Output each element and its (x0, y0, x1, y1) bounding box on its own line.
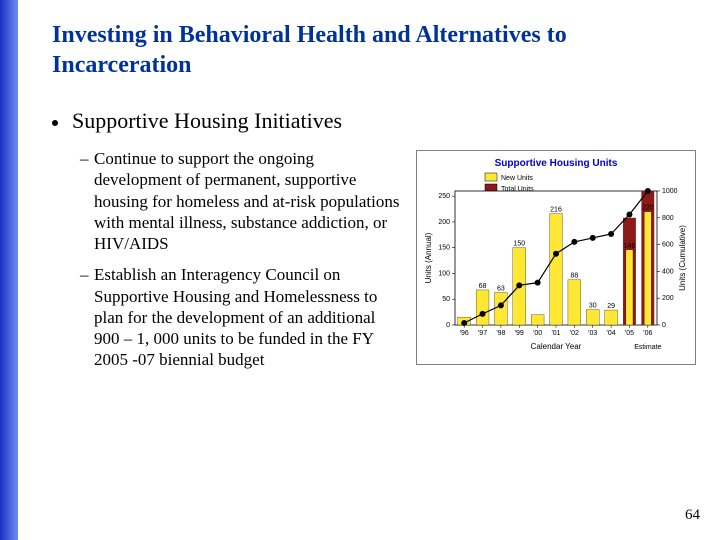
svg-text:1000: 1000 (662, 188, 678, 195)
svg-text:63: 63 (497, 286, 505, 293)
svg-text:'99: '99 (515, 330, 524, 337)
page-number: 64 (685, 507, 700, 524)
svg-text:400: 400 (662, 268, 674, 275)
svg-text:New Units: New Units (501, 175, 533, 182)
sub-bullet: – Establish an Interagency Council on Su… (80, 264, 400, 370)
svg-text:150: 150 (438, 245, 450, 252)
slide-title: Investing in Behavioral Health and Alter… (52, 20, 696, 80)
svg-text:Units (Annual): Units (Annual) (424, 232, 433, 283)
svg-text:800: 800 (662, 215, 674, 222)
dash-icon: – (80, 264, 94, 285)
svg-text:88: 88 (570, 273, 578, 280)
svg-text:600: 600 (662, 242, 674, 249)
svg-text:'04: '04 (607, 330, 616, 337)
svg-text:100: 100 (438, 270, 450, 277)
svg-text:29: 29 (607, 303, 615, 310)
sub-bullet-text: Establish an Interagency Council on Supp… (94, 264, 400, 370)
svg-text:146: 146 (624, 243, 636, 250)
svg-text:'01: '01 (551, 330, 560, 337)
svg-text:250: 250 (438, 193, 450, 200)
bullet-text: Supportive Housing Initiatives (72, 108, 342, 134)
sub-bullet-list: – Continue to support the ongoing develo… (52, 148, 406, 381)
svg-text:'06: '06 (643, 330, 652, 337)
svg-text:'05: '05 (625, 330, 634, 337)
side-stripe (0, 0, 18, 540)
svg-text:'96: '96 (460, 330, 469, 337)
svg-text:Calendar Year: Calendar Year (531, 342, 582, 351)
supportive-housing-chart: Supportive Housing UnitsNew UnitsTotal U… (421, 155, 691, 355)
svg-text:'00: '00 (533, 330, 542, 337)
sub-bullet-text: Continue to support the ongoing developm… (94, 148, 400, 254)
svg-text:216: 216 (550, 207, 562, 214)
chart-container: Supportive Housing UnitsNew UnitsTotal U… (416, 150, 696, 365)
svg-text:200: 200 (438, 219, 450, 226)
svg-text:'03: '03 (588, 330, 597, 337)
bullet-dot-icon (52, 120, 58, 126)
sub-bullet: – Continue to support the ongoing develo… (80, 148, 400, 254)
slide-content: Investing in Behavioral Health and Alter… (52, 20, 696, 381)
bullet-level1: Supportive Housing Initiatives (52, 108, 696, 134)
svg-text:68: 68 (479, 283, 487, 290)
svg-text:Units (Cumulative): Units (Cumulative) (678, 225, 687, 291)
svg-text:200: 200 (662, 295, 674, 302)
svg-text:0: 0 (446, 322, 450, 329)
subcontent-row: – Continue to support the ongoing develo… (52, 148, 696, 381)
svg-text:'97: '97 (478, 330, 487, 337)
svg-text:0: 0 (662, 322, 666, 329)
svg-text:'02: '02 (570, 330, 579, 337)
svg-text:Estimate: Estimate (634, 344, 661, 351)
dash-icon: – (80, 148, 94, 169)
svg-text:50: 50 (442, 296, 450, 303)
svg-text:220: 220 (642, 205, 654, 212)
svg-text:30: 30 (589, 303, 597, 310)
svg-text:Supportive Housing Units: Supportive Housing Units (495, 158, 618, 169)
svg-text:'98: '98 (496, 330, 505, 337)
svg-text:150: 150 (513, 241, 525, 248)
